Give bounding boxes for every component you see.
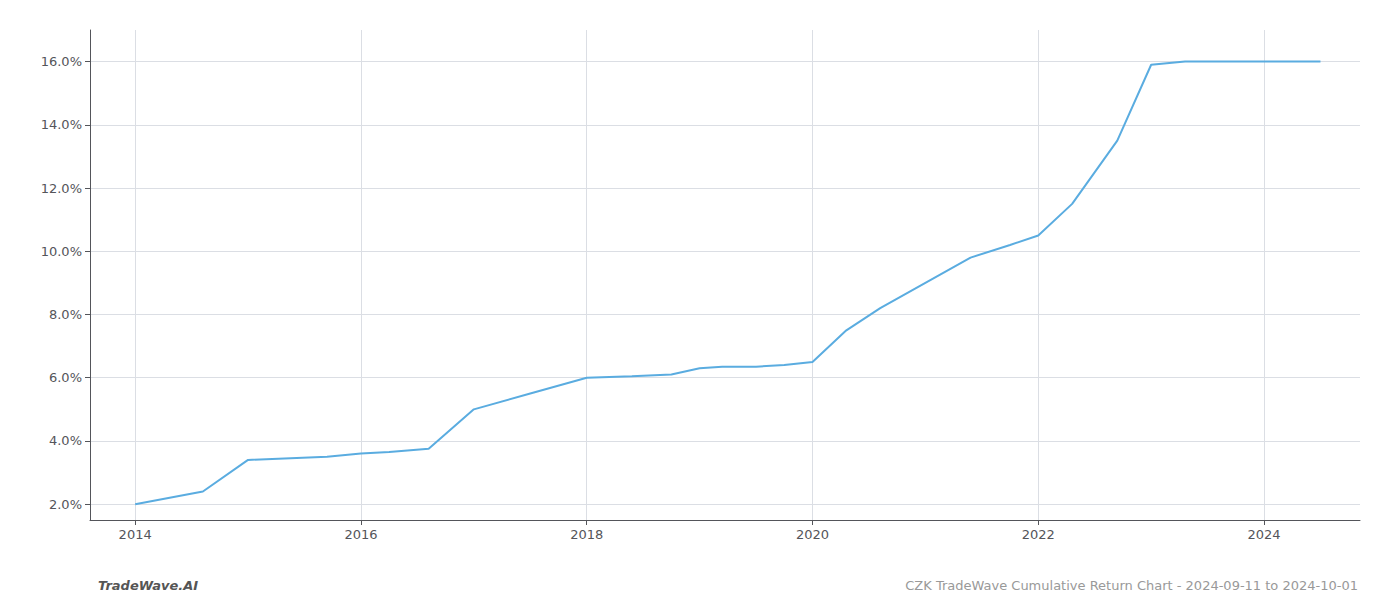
svg-text:2014: 2014 [119,527,152,542]
svg-text:10.0%: 10.0% [41,244,82,259]
svg-text:CZK TradeWave Cumulative Retur: CZK TradeWave Cumulative Return Chart - … [905,578,1358,593]
svg-text:TradeWave.AI: TradeWave.AI [98,578,198,593]
svg-text:14.0%: 14.0% [41,117,82,132]
svg-text:4.0%: 4.0% [49,433,82,448]
svg-text:12.0%: 12.0% [41,181,82,196]
svg-text:2018: 2018 [570,527,603,542]
svg-text:8.0%: 8.0% [49,307,82,322]
svg-text:2016: 2016 [344,527,377,542]
svg-text:6.0%: 6.0% [49,370,82,385]
svg-text:2024: 2024 [1247,527,1280,542]
svg-text:2022: 2022 [1022,527,1055,542]
svg-text:16.0%: 16.0% [41,54,82,69]
svg-text:2.0%: 2.0% [49,497,82,512]
svg-text:2020: 2020 [796,527,829,542]
